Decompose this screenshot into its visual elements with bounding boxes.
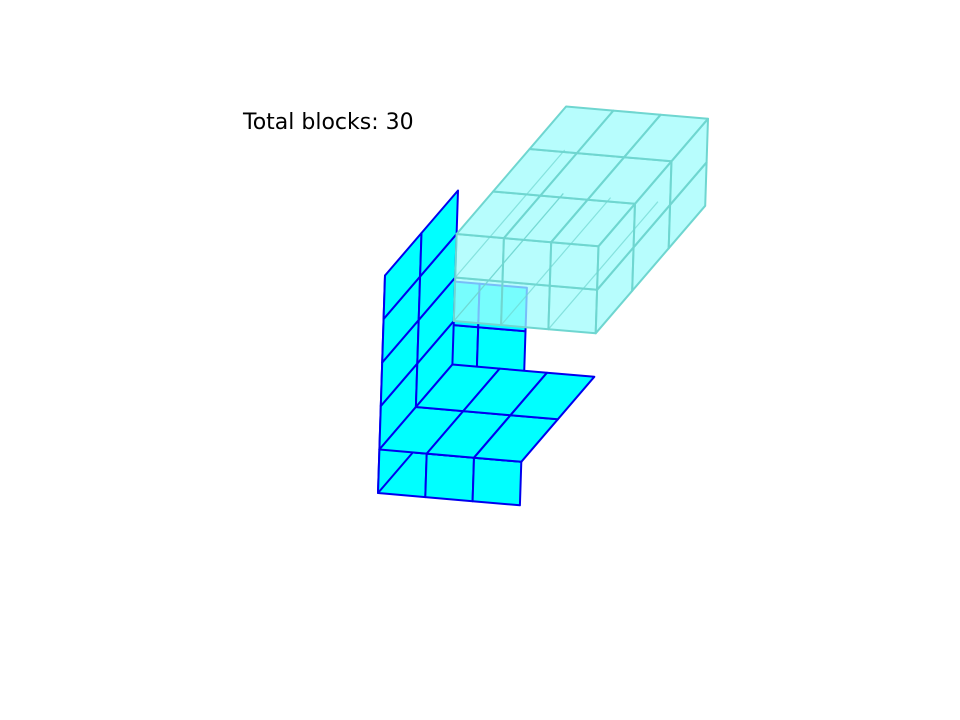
transparent-inner-edge [500, 197, 612, 326]
ledge-cell [509, 371, 596, 421]
transparent-inner-edge [595, 205, 706, 334]
transparent-front-cell [500, 280, 551, 331]
transparent-front-cell [548, 241, 600, 291]
transparent-inner-edge [456, 106, 567, 235]
side-face-cell [419, 189, 459, 278]
transparent-side-cell [669, 117, 709, 206]
transparent-front-cell [547, 284, 599, 335]
transparent-inner-edge [454, 149, 566, 278]
transparent-front-cell [452, 276, 504, 327]
transparent-inner-edge [453, 193, 564, 322]
front-face-cell [424, 452, 475, 503]
transparent-inner-edge [547, 201, 659, 330]
transparent-front-cell [501, 237, 553, 287]
transparent-front-cell [454, 233, 505, 283]
front-face-cell [471, 456, 523, 507]
total-blocks-label: Total blocks: 30 [243, 110, 414, 135]
transparent-blocks [452, 105, 709, 335]
